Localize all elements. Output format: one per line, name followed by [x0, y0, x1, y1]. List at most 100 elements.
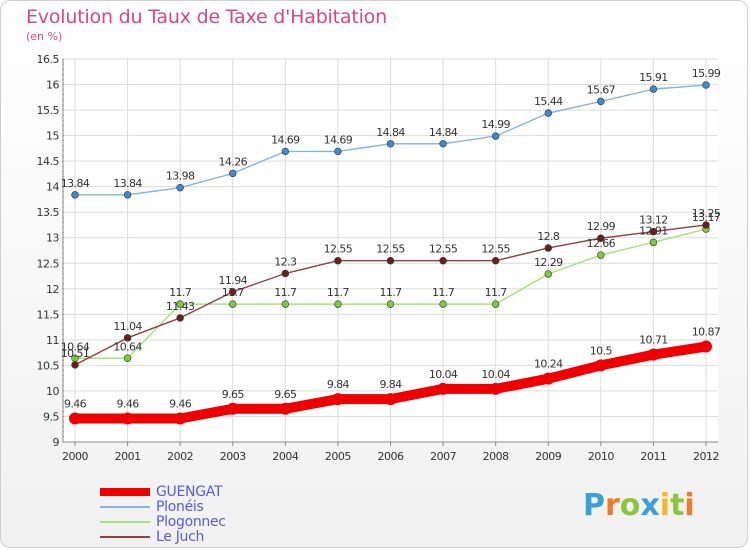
data-point-guengat: [174, 412, 187, 425]
data-label-plogonnec: 10.64: [61, 340, 90, 353]
data-point-le-juch: [649, 227, 658, 236]
data-point-plon-is: [439, 140, 447, 148]
x-tick-label: 2009: [535, 450, 561, 463]
chart-title: Evolution du Taux de Taxe d'Habitation: [26, 6, 387, 28]
data-point-plon-is: [229, 169, 237, 178]
x-tick-label: 2010: [588, 450, 614, 463]
data-label-guengat: 9.65: [222, 388, 245, 401]
y-tick-label: 15: [46, 130, 59, 143]
y-tick-label: 16.5: [37, 53, 60, 66]
legend-item: Plonéis: [100, 499, 226, 515]
logo-letter: t: [670, 488, 685, 523]
data-point-plogonnec: [649, 238, 658, 247]
logo-letter: x: [640, 488, 660, 523]
data-label-le-juch: 11.94: [219, 274, 248, 287]
data-point-guengat: [69, 412, 81, 425]
data-point-plogonnec: [386, 300, 395, 308]
data-point-plogonnec: [334, 300, 342, 308]
data-point-le-juch: [334, 257, 342, 265]
data-point-le-juch: [386, 257, 395, 265]
data-point-guengat: [121, 412, 134, 425]
data-point-plon-is: [71, 191, 79, 199]
data-point-guengat: [542, 372, 555, 385]
data-label-plon-is: 15.99: [692, 67, 721, 80]
data-label-plon-is: 14.84: [376, 126, 405, 139]
data-point-plogonnec: [439, 300, 447, 308]
data-label-plon-is: 14.99: [481, 118, 510, 131]
logo-letter: i: [684, 488, 695, 523]
x-tick-label: 2004: [272, 450, 298, 463]
x-tick-label: 2005: [325, 450, 351, 463]
data-point-guengat: [647, 348, 660, 361]
data-label-plogonnec: 11.7: [432, 286, 455, 299]
logo-letter: P: [583, 488, 605, 523]
y-tick-label: 12.5: [37, 257, 60, 270]
y-tick-label: 14: [46, 181, 59, 194]
data-label-plon-is: 14.69: [271, 133, 300, 146]
data-point-le-juch: [281, 269, 290, 278]
data-label-guengat: 10.04: [481, 368, 510, 381]
x-tick-label: 2006: [378, 450, 404, 463]
legend-item: GUENGAT: [100, 484, 226, 500]
legend-label: Plogonnec: [156, 513, 226, 530]
data-label-le-juch: 12.55: [429, 243, 458, 256]
data-label-plon-is: 15.91: [639, 71, 668, 84]
data-label-le-juch: 11.43: [166, 300, 195, 313]
data-label-le-juch: 12.55: [481, 243, 510, 256]
proxiti-logo: Proxiti: [583, 488, 695, 523]
data-point-plogonnec: [176, 300, 184, 308]
legend-swatch: [100, 520, 150, 523]
data-label-le-juch: 12.99: [587, 220, 616, 233]
data-point-le-juch: [229, 288, 237, 296]
data-point-plon-is: [544, 109, 552, 117]
data-point-plogonnec: [544, 270, 552, 278]
data-label-guengat: 9.46: [117, 398, 140, 411]
data-label-plogonnec: 11.7: [327, 286, 350, 299]
data-point-le-juch: [491, 257, 500, 265]
data-label-plon-is: 15.44: [534, 95, 563, 108]
data-point-plogonnec: [491, 300, 500, 308]
data-point-plon-is: [123, 191, 132, 199]
data-label-le-juch: 12.8: [537, 230, 560, 243]
data-label-plon-is: 14.26: [219, 155, 248, 168]
data-label-guengat: 9.84: [327, 378, 350, 391]
data-point-guengat: [226, 402, 239, 415]
data-label-plogonnec: 10.64: [113, 340, 142, 353]
data-point-le-juch: [702, 221, 710, 229]
data-point-le-juch: [544, 244, 552, 252]
x-tick-label: 2002: [167, 450, 193, 463]
x-tick-label: 2001: [115, 450, 141, 463]
chart-subtitle: (en %): [26, 30, 63, 43]
chart-legend: GUENGAT Plonéis Plogonnec Le Juch: [100, 484, 226, 545]
legend-label: Le Juch: [156, 528, 205, 545]
y-tick-label: 11.5: [37, 308, 60, 321]
data-point-guengat: [384, 393, 397, 406]
data-label-plogonnec: 11.7: [169, 286, 192, 299]
x-tick-label: 2007: [430, 450, 456, 463]
y-tick-label: 10: [46, 385, 59, 398]
data-label-plogonnec: 11.7: [485, 286, 508, 299]
data-label-le-juch: 13.25: [692, 207, 721, 220]
x-tick-label: 2011: [640, 450, 666, 463]
data-point-plogonnec: [229, 300, 237, 308]
data-label-plogonnec: 12.66: [587, 237, 616, 250]
data-label-guengat: 10.87: [692, 326, 721, 339]
data-label-guengat: 10.71: [639, 334, 668, 347]
data-point-guengat: [437, 382, 450, 395]
data-point-plogonnec: [597, 251, 605, 259]
data-point-plon-is: [281, 147, 290, 156]
legend-item: Plogonnec: [100, 513, 226, 530]
data-label-plon-is: 13.84: [113, 177, 142, 190]
data-point-le-juch: [439, 257, 447, 265]
data-label-plogonnec: 11.7: [379, 286, 402, 299]
data-label-plon-is: 13.98: [166, 170, 195, 183]
data-label-le-juch: 12.55: [324, 243, 353, 256]
data-label-plon-is: 13.84: [61, 177, 90, 190]
data-label-le-juch: 13.12: [639, 214, 668, 227]
data-label-plon-is: 14.69: [324, 133, 353, 146]
data-label-plogonnec: 12.29: [534, 256, 563, 269]
data-label-guengat: 9.46: [169, 398, 192, 411]
data-point-plon-is: [702, 81, 710, 89]
data-point-guengat: [594, 359, 607, 372]
